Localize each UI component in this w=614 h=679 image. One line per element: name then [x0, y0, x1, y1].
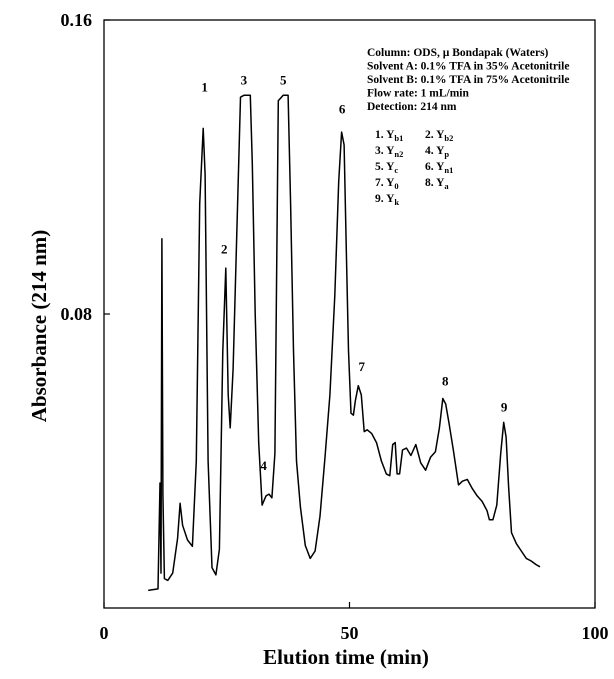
peak-label: 5 [280, 72, 287, 87]
plot-frame [103, 19, 596, 609]
run-conditions: Column: ODS, µ Bondapak (Waters) Solvent … [367, 47, 569, 113]
y-tick-label: 0.16 [61, 10, 93, 30]
peak-legend: 1. Yb1 2. Yb2 3. Yn2 4. Yp 5. Yc 6. Yn1 7. Y0 8… [375, 129, 453, 207]
peak-legend-entry: 7. Y0 [375, 177, 399, 191]
y-tick-label: 0.08 [61, 304, 93, 324]
x-tick-label: 50 [341, 623, 359, 643]
peak-legend-entry: 9. Yk [375, 193, 399, 207]
y-axis-title: Absorbance (214 nm) [27, 230, 51, 423]
chromatogram-trace [148, 94, 541, 592]
axis-ticks [103, 19, 596, 608]
condition-line: Solvent A: 0.1% TFA in 35% Acetonitrile [367, 61, 569, 73]
peak-label: 9 [501, 399, 508, 414]
peak-legend-entry: 2. Yb2 [425, 129, 453, 143]
peak-label: 6 [339, 102, 346, 117]
condition-line: Solvent B: 0.1% TFA in 75% Acetonitrile [367, 74, 569, 86]
peak-label: 4 [260, 458, 267, 473]
condition-line: Flow rate: 1 mL/min [367, 88, 469, 100]
x-tick-label: 100 [582, 623, 609, 643]
peak-legend-entry: 3. Yn2 [375, 145, 403, 159]
peak-label: 2 [221, 241, 228, 256]
peak-label: 7 [359, 359, 366, 374]
tick-labels: 0 50 100 0.08 0.16 [61, 10, 609, 643]
condition-line: Detection: 214 nm [367, 101, 457, 113]
peak-legend-entry: 4. Yp [425, 145, 449, 159]
peak-legend-entry: 8. Ya [425, 177, 449, 191]
peak-label: 1 [201, 80, 208, 95]
peak-labels: 1 2 3 4 5 6 7 8 9 [201, 72, 508, 473]
x-tick-label: 0 [100, 623, 109, 643]
condition-line: Column: ODS, µ Bondapak (Waters) [367, 47, 549, 59]
peak-legend-entry: 5. Yc [375, 161, 398, 175]
peak-label: 8 [442, 374, 449, 389]
peak-legend-entry: 1. Yb1 [375, 129, 403, 143]
x-axis-title: Elution time (min) [263, 645, 429, 669]
peak-legend-entry: 6. Yn1 [425, 161, 453, 175]
peak-label: 3 [241, 72, 248, 87]
